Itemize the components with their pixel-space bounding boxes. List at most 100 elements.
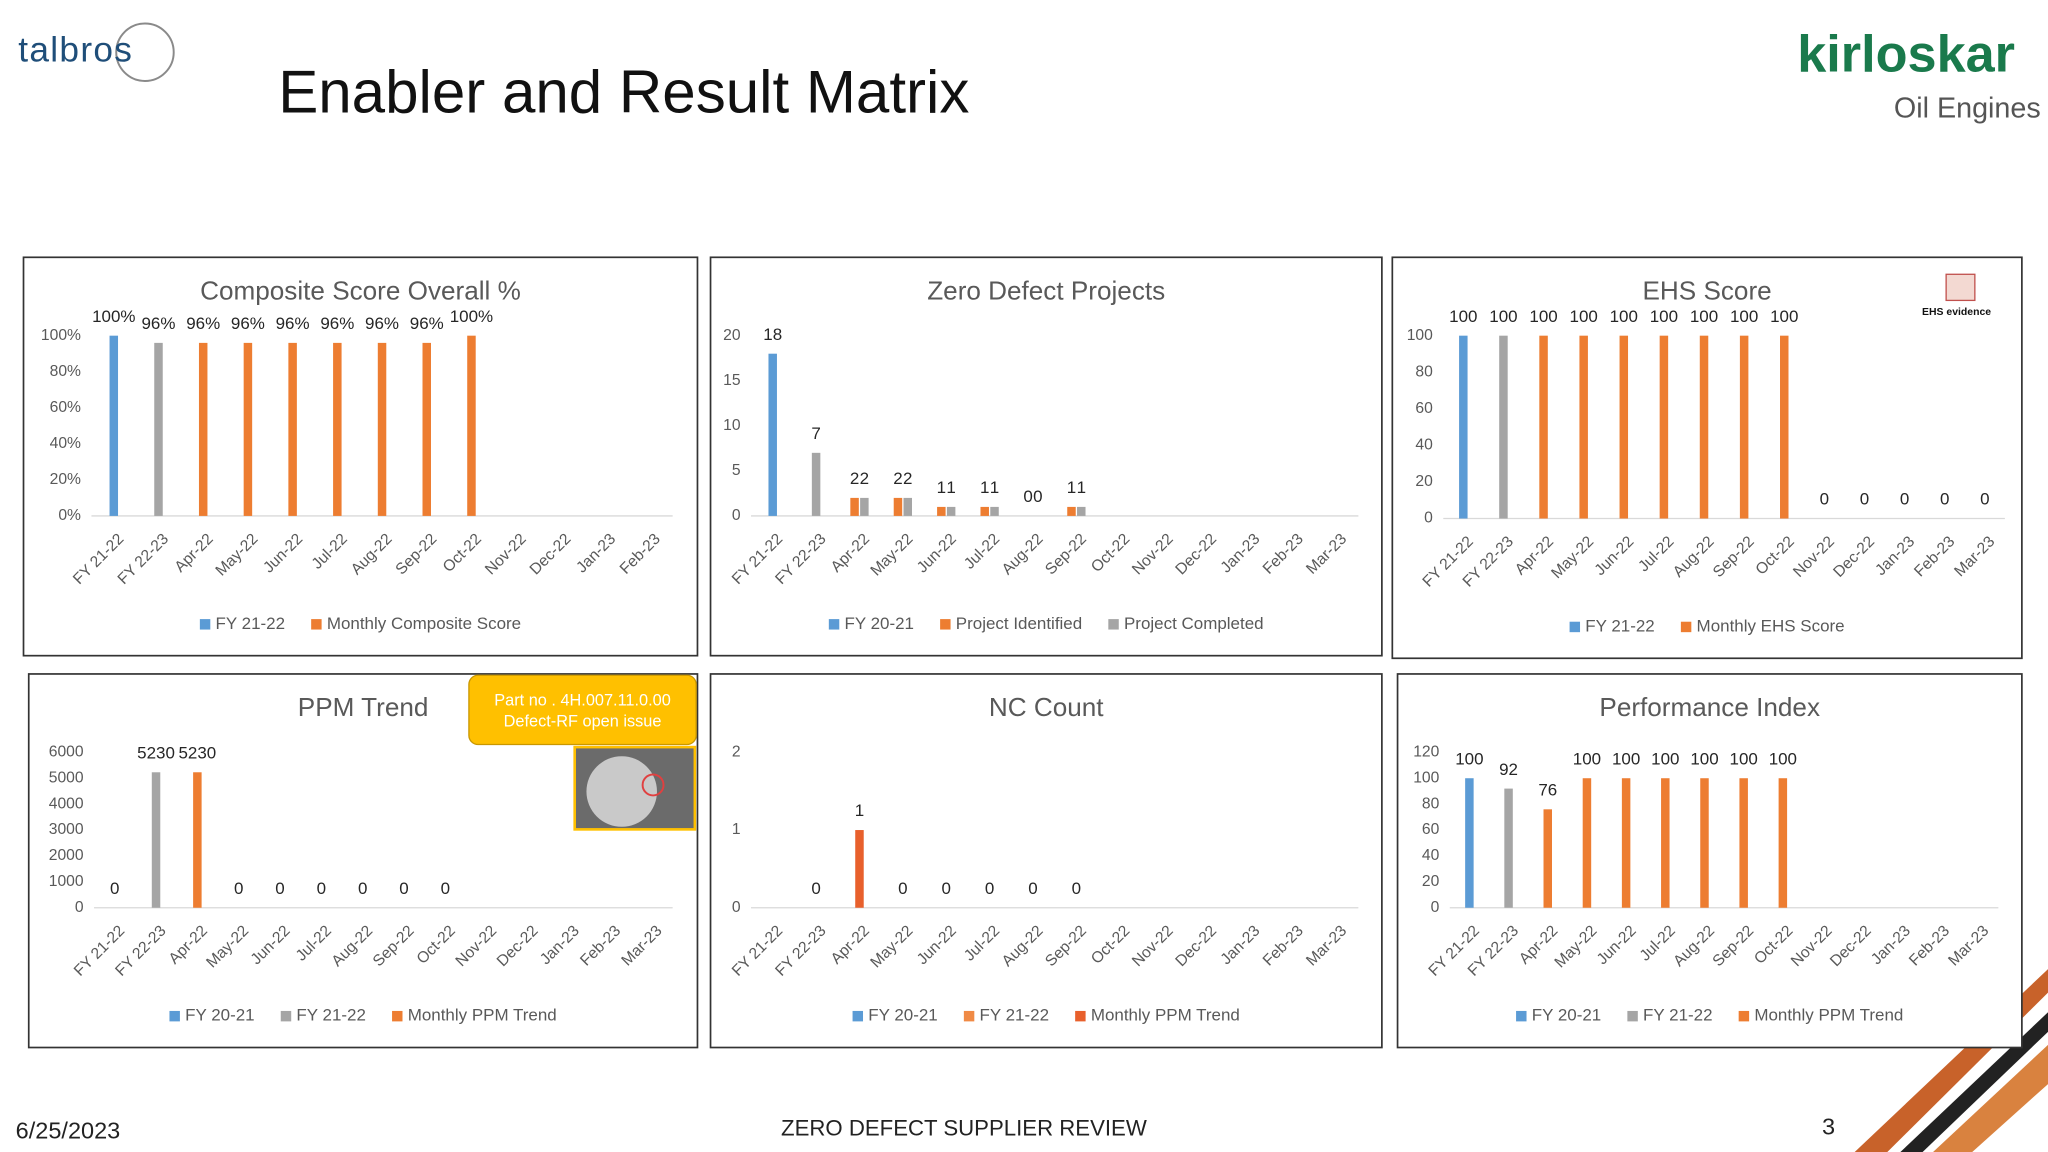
logo-ring (115, 22, 175, 82)
data-label: 0 (898, 879, 907, 898)
chart-panel (22, 256, 699, 657)
bar (243, 342, 253, 516)
data-label: 100 (1730, 307, 1758, 326)
bar (980, 506, 989, 516)
data-label: 76 (1538, 781, 1557, 800)
logo-right-sub: Oil Engines (1894, 92, 2041, 124)
bar (1499, 335, 1508, 519)
data-label: 0 (811, 879, 820, 898)
legend: FY 21-22 Monthly Composite Score (199, 614, 521, 633)
legend-swatch (199, 619, 211, 630)
legend-label: Monthly EHS Score (1697, 616, 1845, 635)
bar (1621, 778, 1631, 908)
legend-swatch (392, 1010, 403, 1022)
data-label: 18 (763, 325, 782, 344)
bar (1700, 778, 1709, 908)
callout-image-part (586, 756, 657, 827)
bar (422, 342, 431, 516)
bar (1739, 335, 1749, 519)
data-label: 100 (1730, 749, 1758, 768)
data-label: 100 (1529, 307, 1557, 326)
y-tick-label: 2 (732, 743, 741, 760)
legend-label: Monthly PPM Trend (1754, 1006, 1903, 1025)
y-tick-label: 0 (75, 899, 84, 916)
bar (1459, 335, 1468, 519)
data-label: 5230 (178, 743, 216, 762)
bar (1067, 506, 1076, 516)
legend-label: FY 21-22 (980, 1006, 1049, 1025)
legend: FY 21-22 Monthly EHS Score (1569, 616, 1845, 635)
y-tick-label: 5 (732, 462, 741, 479)
bar (1582, 778, 1592, 908)
data-label: 0 (985, 879, 994, 898)
data-label: 100 (1489, 307, 1517, 326)
y-tick-label: 10 (723, 417, 741, 434)
data-label: 96% (320, 314, 354, 333)
y-tick-label: 20 (723, 327, 741, 344)
chart-title: PPM Trend (298, 692, 429, 722)
evidence-icon (1945, 273, 1976, 302)
bar (811, 452, 821, 516)
bar (860, 497, 869, 516)
data-label: 0 (1980, 490, 1989, 509)
evidence-label: EHS evidence (1922, 307, 1991, 318)
bar (154, 342, 163, 516)
legend-label: FY 21-22 (1643, 1006, 1713, 1025)
data-label: 0 (1860, 490, 1869, 509)
data-label: 100 (1690, 749, 1718, 768)
y-tick-label: 80 (1422, 795, 1440, 812)
bar (768, 353, 777, 516)
bar (850, 497, 859, 516)
legend-swatch (1738, 1010, 1750, 1022)
chart-title: Performance Index (1599, 692, 1820, 722)
data-label: 2 (850, 469, 859, 488)
chart-panel (709, 256, 1383, 657)
chart-title: NC Count (989, 692, 1104, 722)
data-label: 100% (92, 307, 135, 326)
bar (377, 342, 387, 516)
data-label: 0 (1033, 487, 1042, 506)
legend-label: Project Identified (956, 614, 1082, 633)
data-label: 100 (1455, 749, 1483, 768)
y-tick-label: 60% (50, 399, 81, 416)
data-label: 7 (811, 424, 820, 443)
y-tick-label: 0 (732, 507, 741, 524)
legend-label: FY 20-21 (868, 1006, 938, 1025)
callout-text: Part no . 4H.007.11.0.00 (494, 692, 671, 710)
y-tick-label: 60 (1422, 821, 1440, 838)
bar (467, 335, 476, 516)
data-label: 0 (942, 879, 951, 898)
data-label: 0 (1820, 490, 1829, 509)
data-label: 100 (1769, 749, 1797, 768)
data-label: 2 (893, 469, 902, 488)
y-tick-label: 4000 (49, 795, 84, 812)
legend-swatch (1075, 1010, 1086, 1022)
bar (1539, 335, 1548, 519)
data-label: 1 (946, 478, 955, 497)
chart-panel (709, 673, 1383, 1049)
data-label: 96% (231, 314, 265, 333)
legend-label: Monthly PPM Trend (1091, 1006, 1240, 1025)
page-number: 3 (1822, 1114, 1835, 1140)
bar (1077, 506, 1086, 516)
data-label: 0 (234, 879, 243, 898)
y-tick-label: 2000 (49, 847, 84, 864)
data-label: 0 (317, 879, 326, 898)
bar (198, 342, 208, 516)
legend: FY 20-21 Project Identified Project Comple… (828, 614, 1264, 633)
data-label: 0 (1940, 490, 1949, 509)
footer-date: 6/25/2023 (16, 1118, 121, 1144)
data-label: 0 (358, 879, 367, 898)
legend-label: Project Completed (1124, 614, 1264, 633)
data-label: 96% (186, 314, 220, 333)
decor-stripe (1933, 1044, 2048, 1152)
data-label: 1 (980, 478, 989, 497)
legend-swatch (169, 1010, 180, 1022)
bar (1465, 778, 1474, 908)
logo-right: kirloskar (1797, 25, 2015, 83)
y-tick-label: 1000 (49, 873, 84, 890)
y-tick-label: 3000 (49, 821, 84, 838)
data-label: 0 (441, 879, 450, 898)
data-label: 100 (1770, 307, 1798, 326)
y-tick-label: 20% (50, 471, 81, 488)
